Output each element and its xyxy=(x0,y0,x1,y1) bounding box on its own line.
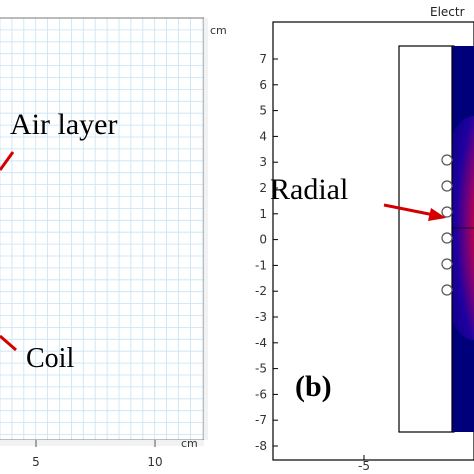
coil-arrow xyxy=(0,334,17,352)
coil-turn xyxy=(441,154,453,166)
left-panel: cm cm 5 10 Air layer Coil xyxy=(0,17,227,469)
y-tick-label: -8 xyxy=(255,439,267,453)
field-region xyxy=(451,46,474,432)
plot-frame xyxy=(272,21,474,461)
y-tick-label: -4 xyxy=(255,336,267,350)
coil-turns xyxy=(441,154,453,296)
coil-turn xyxy=(441,206,453,218)
air-layer-arrow xyxy=(0,151,15,171)
y-tick-label: 5 xyxy=(259,104,267,118)
y-axis: 7 6 5 4 3 2 1 0 -1 -2 -3 -4 -5 -6 -7 -8 xyxy=(255,52,278,453)
mesh-grid xyxy=(0,17,204,440)
y-tick-label: -2 xyxy=(255,284,267,298)
coil-turn xyxy=(441,284,453,296)
y-tick-label: 2 xyxy=(259,181,267,195)
right-ruler xyxy=(204,18,208,440)
radial-label: Radial xyxy=(270,173,348,206)
unit-label-top: cm xyxy=(210,24,227,37)
x-tick-label: -5 xyxy=(358,459,370,473)
air-layer-label: Air layer xyxy=(10,108,117,141)
right-panel: Electr 7 6 5 4 3 2 1 0 -1 -2 -3 -4 -5 -6 -7 -8 -5 Radia… xyxy=(255,5,474,473)
y-tick-label: 7 xyxy=(259,52,267,66)
y-tick-label: 1 xyxy=(259,207,267,221)
y-tick-label: -6 xyxy=(255,387,267,401)
y-tick-label: -7 xyxy=(255,413,267,427)
plot-title-fragment: Electr xyxy=(430,5,465,19)
radial-arrow-head xyxy=(428,208,446,221)
coil-label: Coil xyxy=(26,343,74,374)
y-tick-label: -1 xyxy=(255,258,267,272)
radial-arrow-shaft xyxy=(383,203,435,217)
bottom-ruler xyxy=(0,440,204,446)
coil-turn xyxy=(441,258,453,270)
y-tick-label: -5 xyxy=(255,362,267,376)
y-tick-label: -3 xyxy=(255,310,267,324)
panel-letter: (b) xyxy=(295,370,332,403)
mesh-area xyxy=(0,18,204,440)
y-tick-label: 3 xyxy=(259,155,267,169)
coil-turn xyxy=(441,180,453,192)
x-tick-label: 10 xyxy=(147,455,162,469)
x-tick-label: 5 xyxy=(32,455,40,469)
y-tick-label: 0 xyxy=(259,233,267,247)
unit-label-bottom: cm xyxy=(181,437,198,450)
y-tick-label: 6 xyxy=(259,78,267,92)
y-tick-label: 4 xyxy=(259,129,267,143)
coil-turn xyxy=(441,232,453,244)
